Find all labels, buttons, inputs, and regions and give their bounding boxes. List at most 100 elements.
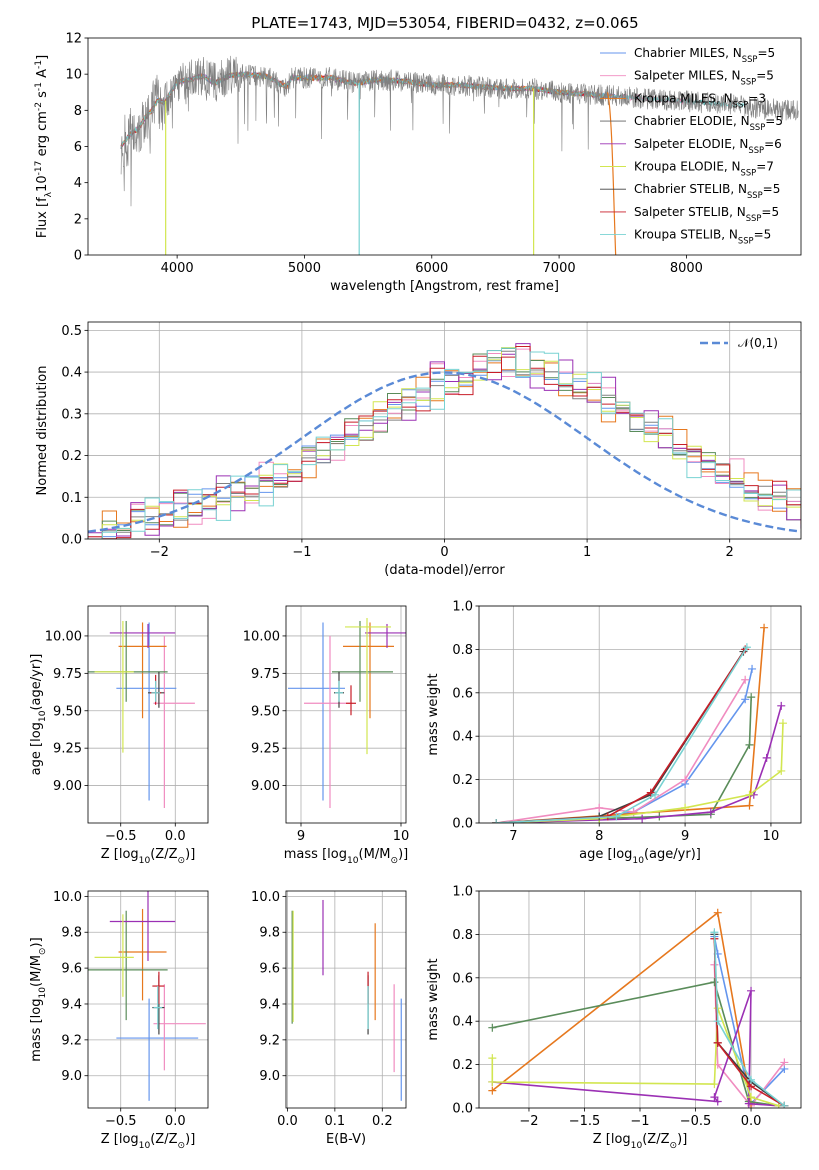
age-vs-weight-axes: 7 8 9 10 0.0 0.2 0.4 0.6 0.8 1.0 age [log10(age/yr…	[426, 600, 802, 866]
weight-series-line	[496, 646, 748, 823]
x-tick-label: 0	[440, 545, 448, 560]
y-tick-label: 10.0	[251, 890, 280, 905]
mass-vs-age-plot-area	[288, 617, 406, 809]
legend-label: Salpeter ELODIE, NSSP=6	[634, 137, 782, 155]
weight-marker	[748, 664, 757, 673]
y-tick-label: 9.75	[251, 667, 280, 682]
y-tick-label: 4	[74, 176, 82, 191]
axes-frame	[478, 605, 802, 824]
z-vs-weight-axes: −2 −1.5 −1 −0.5 0.0 0.0 0.2 0.4 0.6 0.8 1.0 Z [log1…	[426, 885, 802, 1151]
spectrum-axes: 4000 5000 6000 7000 8000 0 2 4 6 8 10 12 wavelength …	[34, 32, 802, 294]
errorbar-point	[365, 623, 406, 648]
errorbar-point	[88, 910, 168, 1021]
y-tick-label: 9.00	[53, 779, 82, 794]
ebv-vs-mass-plot-area	[291, 899, 402, 1101]
weight-series-line	[491, 911, 752, 1104]
weight-marker	[747, 986, 756, 995]
legend-label: Chabrier MILES, NSSP=5	[634, 46, 775, 64]
y-tick-label: 9.0	[259, 1069, 280, 1084]
x-axis-label: age [log10(age/yr)]	[579, 847, 701, 866]
weight-series-line	[713, 936, 785, 1106]
x-axis-label: mass [log10(M/M⊙)]	[284, 847, 408, 866]
y-axis-label: mass weight	[426, 673, 441, 755]
y-tick-label: 9.8	[259, 926, 280, 941]
age-vs-weight-plot-area	[492, 623, 787, 823]
weight-marker	[713, 1017, 722, 1026]
z-vs-age-axes: −0.5 0.0 9.00 9.25 9.50 9.75 10.00 Z [log10(Z/Z…	[29, 605, 209, 866]
x-tick-label: 5000	[288, 261, 321, 276]
y-tick-label: 9.8	[61, 926, 82, 941]
legend-label: Kroupa ELODIE, NSSP=7	[634, 160, 774, 178]
weight-series-line	[496, 651, 745, 823]
errorbar-point	[288, 622, 345, 801]
weight-marker	[488, 1023, 497, 1032]
x-tick-label: −2	[150, 545, 169, 560]
weight-marker	[706, 808, 715, 817]
y-tick-label: 9.25	[53, 742, 82, 757]
weight-marker	[488, 1077, 497, 1086]
y-axis-label: mass [log10(M/M⊙)]	[29, 937, 48, 1061]
y-tick-label: 0.1	[61, 491, 82, 506]
y-tick-label: 9.25	[251, 742, 280, 757]
spectrum-plot-area	[120, 55, 799, 255]
weight-marker	[681, 775, 690, 784]
errorbar-point	[345, 617, 391, 755]
errorbar-point	[153, 635, 195, 809]
y-tick-label: 9.75	[53, 667, 82, 682]
x-tick-label: −0.5	[680, 1114, 712, 1129]
y-axis-label: mass weight	[426, 958, 441, 1040]
weight-marker	[681, 803, 690, 812]
y-tick-label: 9.4	[61, 997, 82, 1012]
y-tick-label: 0.0	[452, 817, 473, 832]
weight-series-line	[496, 668, 753, 823]
z-vs-mass-plot-area	[88, 891, 206, 1101]
errorbar-point	[304, 635, 352, 809]
model-spectrum-line	[120, 71, 615, 148]
x-tick-label: 2	[726, 545, 734, 560]
errorbar-point	[346, 685, 356, 716]
residuals-axes: −2 −1 0 1 2 0.0 0.1 0.2 0.3 0.4 0.5 (data-model)/er…	[35, 321, 802, 578]
weight-marker	[710, 1093, 719, 1102]
x-tick-label: 0.2	[372, 1114, 393, 1129]
y-tick-label: 9.6	[259, 962, 280, 977]
y-tick-label: 0.4	[452, 1015, 473, 1030]
errorbar-point	[335, 680, 343, 702]
weight-marker	[745, 740, 754, 749]
errorbar-point	[116, 622, 177, 801]
y-tick-label: 9.0	[61, 1069, 82, 1084]
weight-marker	[646, 788, 655, 797]
errorbar-point	[332, 620, 393, 702]
x-tick-label: 6000	[415, 261, 448, 276]
weight-marker	[742, 643, 751, 652]
y-tick-label: 0.5	[61, 324, 82, 339]
weight-marker	[747, 1093, 756, 1102]
weight-marker	[710, 928, 719, 937]
weight-marker	[762, 753, 771, 762]
x-tick-label: −0.5	[105, 1114, 137, 1129]
y-tick-label: 6	[74, 140, 82, 155]
y-tick-label: 10.0	[53, 890, 82, 905]
x-tick-label: 0.0	[165, 1114, 186, 1129]
model-spectrum-line	[120, 71, 613, 146]
weight-marker	[741, 675, 750, 684]
y-tick-label: 0	[74, 249, 82, 264]
y-tick-label: 0.6	[452, 971, 473, 986]
axes-frame	[87, 605, 209, 824]
x-tick-label: 0.1	[325, 1114, 346, 1129]
weight-marker	[710, 1080, 719, 1089]
x-tick-label: 9	[297, 829, 305, 844]
x-tick-label: 1	[583, 545, 591, 560]
x-tick-label: 9	[681, 829, 689, 844]
weight-marker	[747, 1075, 756, 1084]
residual-histogram	[88, 359, 801, 539]
weight-marker	[744, 1099, 753, 1108]
spectrum-legend: Chabrier MILES, NSSP=5 Salpeter MILES, NS…	[600, 46, 783, 246]
weight-marker	[745, 801, 754, 810]
x-tick-label: 8	[595, 829, 603, 844]
x-tick-label: 7	[509, 829, 517, 844]
x-tick-label: −0.5	[105, 829, 137, 844]
weight-marker	[612, 812, 621, 821]
x-tick-label: 8000	[670, 261, 703, 276]
errorbar-point	[109, 623, 176, 648]
observed-spectrum-line	[120, 55, 799, 207]
